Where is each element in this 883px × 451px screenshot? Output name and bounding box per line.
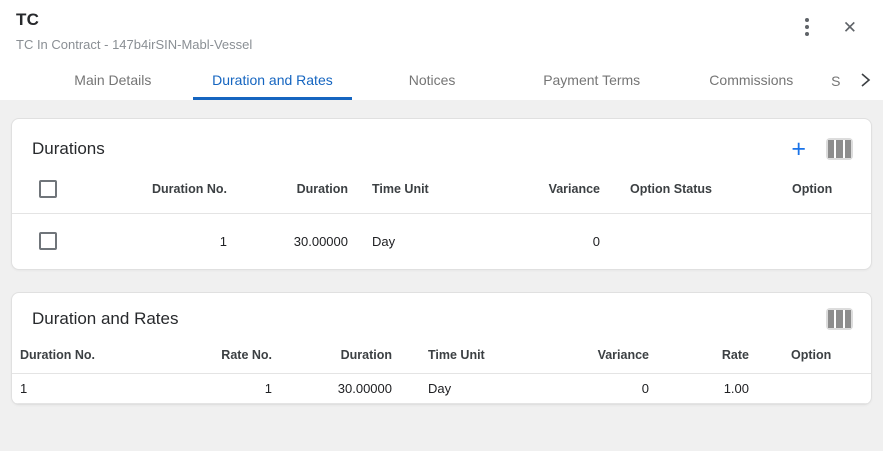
durations-card-header: Durations + [12, 119, 871, 165]
col-rate[interactable]: Rate [657, 337, 757, 374]
cell-option-status [608, 213, 784, 269]
tab-notices[interactable]: Notices [408, 71, 456, 88]
cell-rate-no: 1 [152, 373, 280, 404]
durations-row[interactable]: 1 30.00000 Day 0 [12, 213, 871, 269]
duration-rates-header-row: Duration No. Rate No. Duration Time Unit… [12, 337, 871, 374]
durations-table: Duration No. Duration Time Unit Variance… [12, 165, 871, 269]
col-variance[interactable]: Variance [532, 165, 608, 214]
chevron-right-icon[interactable] [847, 60, 883, 100]
tab-main-details[interactable]: Main Details [74, 71, 152, 88]
cell-time-unit: Day [400, 373, 562, 404]
dialog-content: Durations + Duration No. Duration Time U… [0, 100, 883, 405]
cell-duration-no: 1 [12, 373, 152, 404]
cell-duration: 30.00000 [293, 233, 348, 249]
col-duration-no[interactable]: Duration No. [12, 337, 152, 374]
dialog-title: TC [16, 10, 40, 29]
col-option[interactable]: Option [784, 165, 871, 214]
column-chooser-icon[interactable] [828, 310, 851, 328]
col-variance[interactable]: Variance [562, 337, 657, 374]
duration-rates-table: Duration No. Rate No. Duration Time Unit… [12, 337, 871, 404]
col-time-unit[interactable]: Time Unit [356, 165, 532, 214]
col-duration-no[interactable]: Duration No. [82, 165, 235, 214]
tab-partial-next[interactable]: S [831, 73, 841, 89]
cell-variance: 0 [592, 233, 600, 249]
tab-bar: Main Details Duration and Rates Notices … [0, 60, 883, 100]
col-time-unit[interactable]: Time Unit [400, 337, 562, 374]
col-duration[interactable]: Duration [235, 165, 356, 214]
cell-option [757, 373, 871, 404]
cell-rate: 1.00 [657, 373, 757, 404]
col-rate-no[interactable]: Rate No. [152, 337, 280, 374]
col-option-status[interactable]: Option Status [608, 165, 784, 214]
column-chooser-icon[interactable] [828, 140, 851, 158]
tab-duration-and-rates[interactable]: Duration and Rates [192, 60, 353, 100]
cell-duration: 30.00000 [280, 373, 400, 404]
col-duration[interactable]: Duration [280, 337, 400, 374]
dialog-subtitle: TC In Contract - 147b4irSIN-Mabl-Vessel [16, 37, 253, 52]
durations-header-icons: + [791, 135, 851, 163]
duration-rates-title: Duration and Rates [32, 309, 179, 328]
tab-commissions[interactable]: Commissions [709, 71, 794, 88]
cell-option [784, 213, 871, 269]
cell-time-unit: Day [372, 233, 396, 249]
kebab-menu-icon[interactable] [801, 14, 813, 40]
tab-payment-terms[interactable]: Payment Terms [543, 71, 641, 88]
col-option[interactable]: Option [757, 337, 871, 374]
dialog-header: TC TC In Contract - 147b4irSIN-Mabl-Vess… [0, 0, 883, 60]
add-duration-icon[interactable]: + [791, 135, 806, 163]
header-actions: ✕ [801, 14, 861, 40]
durations-title: Durations [32, 139, 105, 158]
cell-duration-no: 1 [219, 233, 227, 249]
durations-card: Durations + Duration No. Duration Time U… [11, 118, 872, 270]
duration-rates-card: Duration and Rates Duration No. Rate No.… [11, 292, 872, 405]
select-all-checkbox[interactable] [39, 179, 57, 198]
row-checkbox[interactable] [39, 232, 57, 251]
cell-variance: 0 [562, 373, 657, 404]
duration-rates-card-header: Duration and Rates [12, 293, 871, 337]
close-icon[interactable]: ✕ [842, 17, 857, 37]
durations-header-row: Duration No. Duration Time Unit Variance… [12, 165, 871, 214]
duration-rates-row[interactable]: 1 1 30.00000 Day 0 1.00 [12, 373, 871, 404]
